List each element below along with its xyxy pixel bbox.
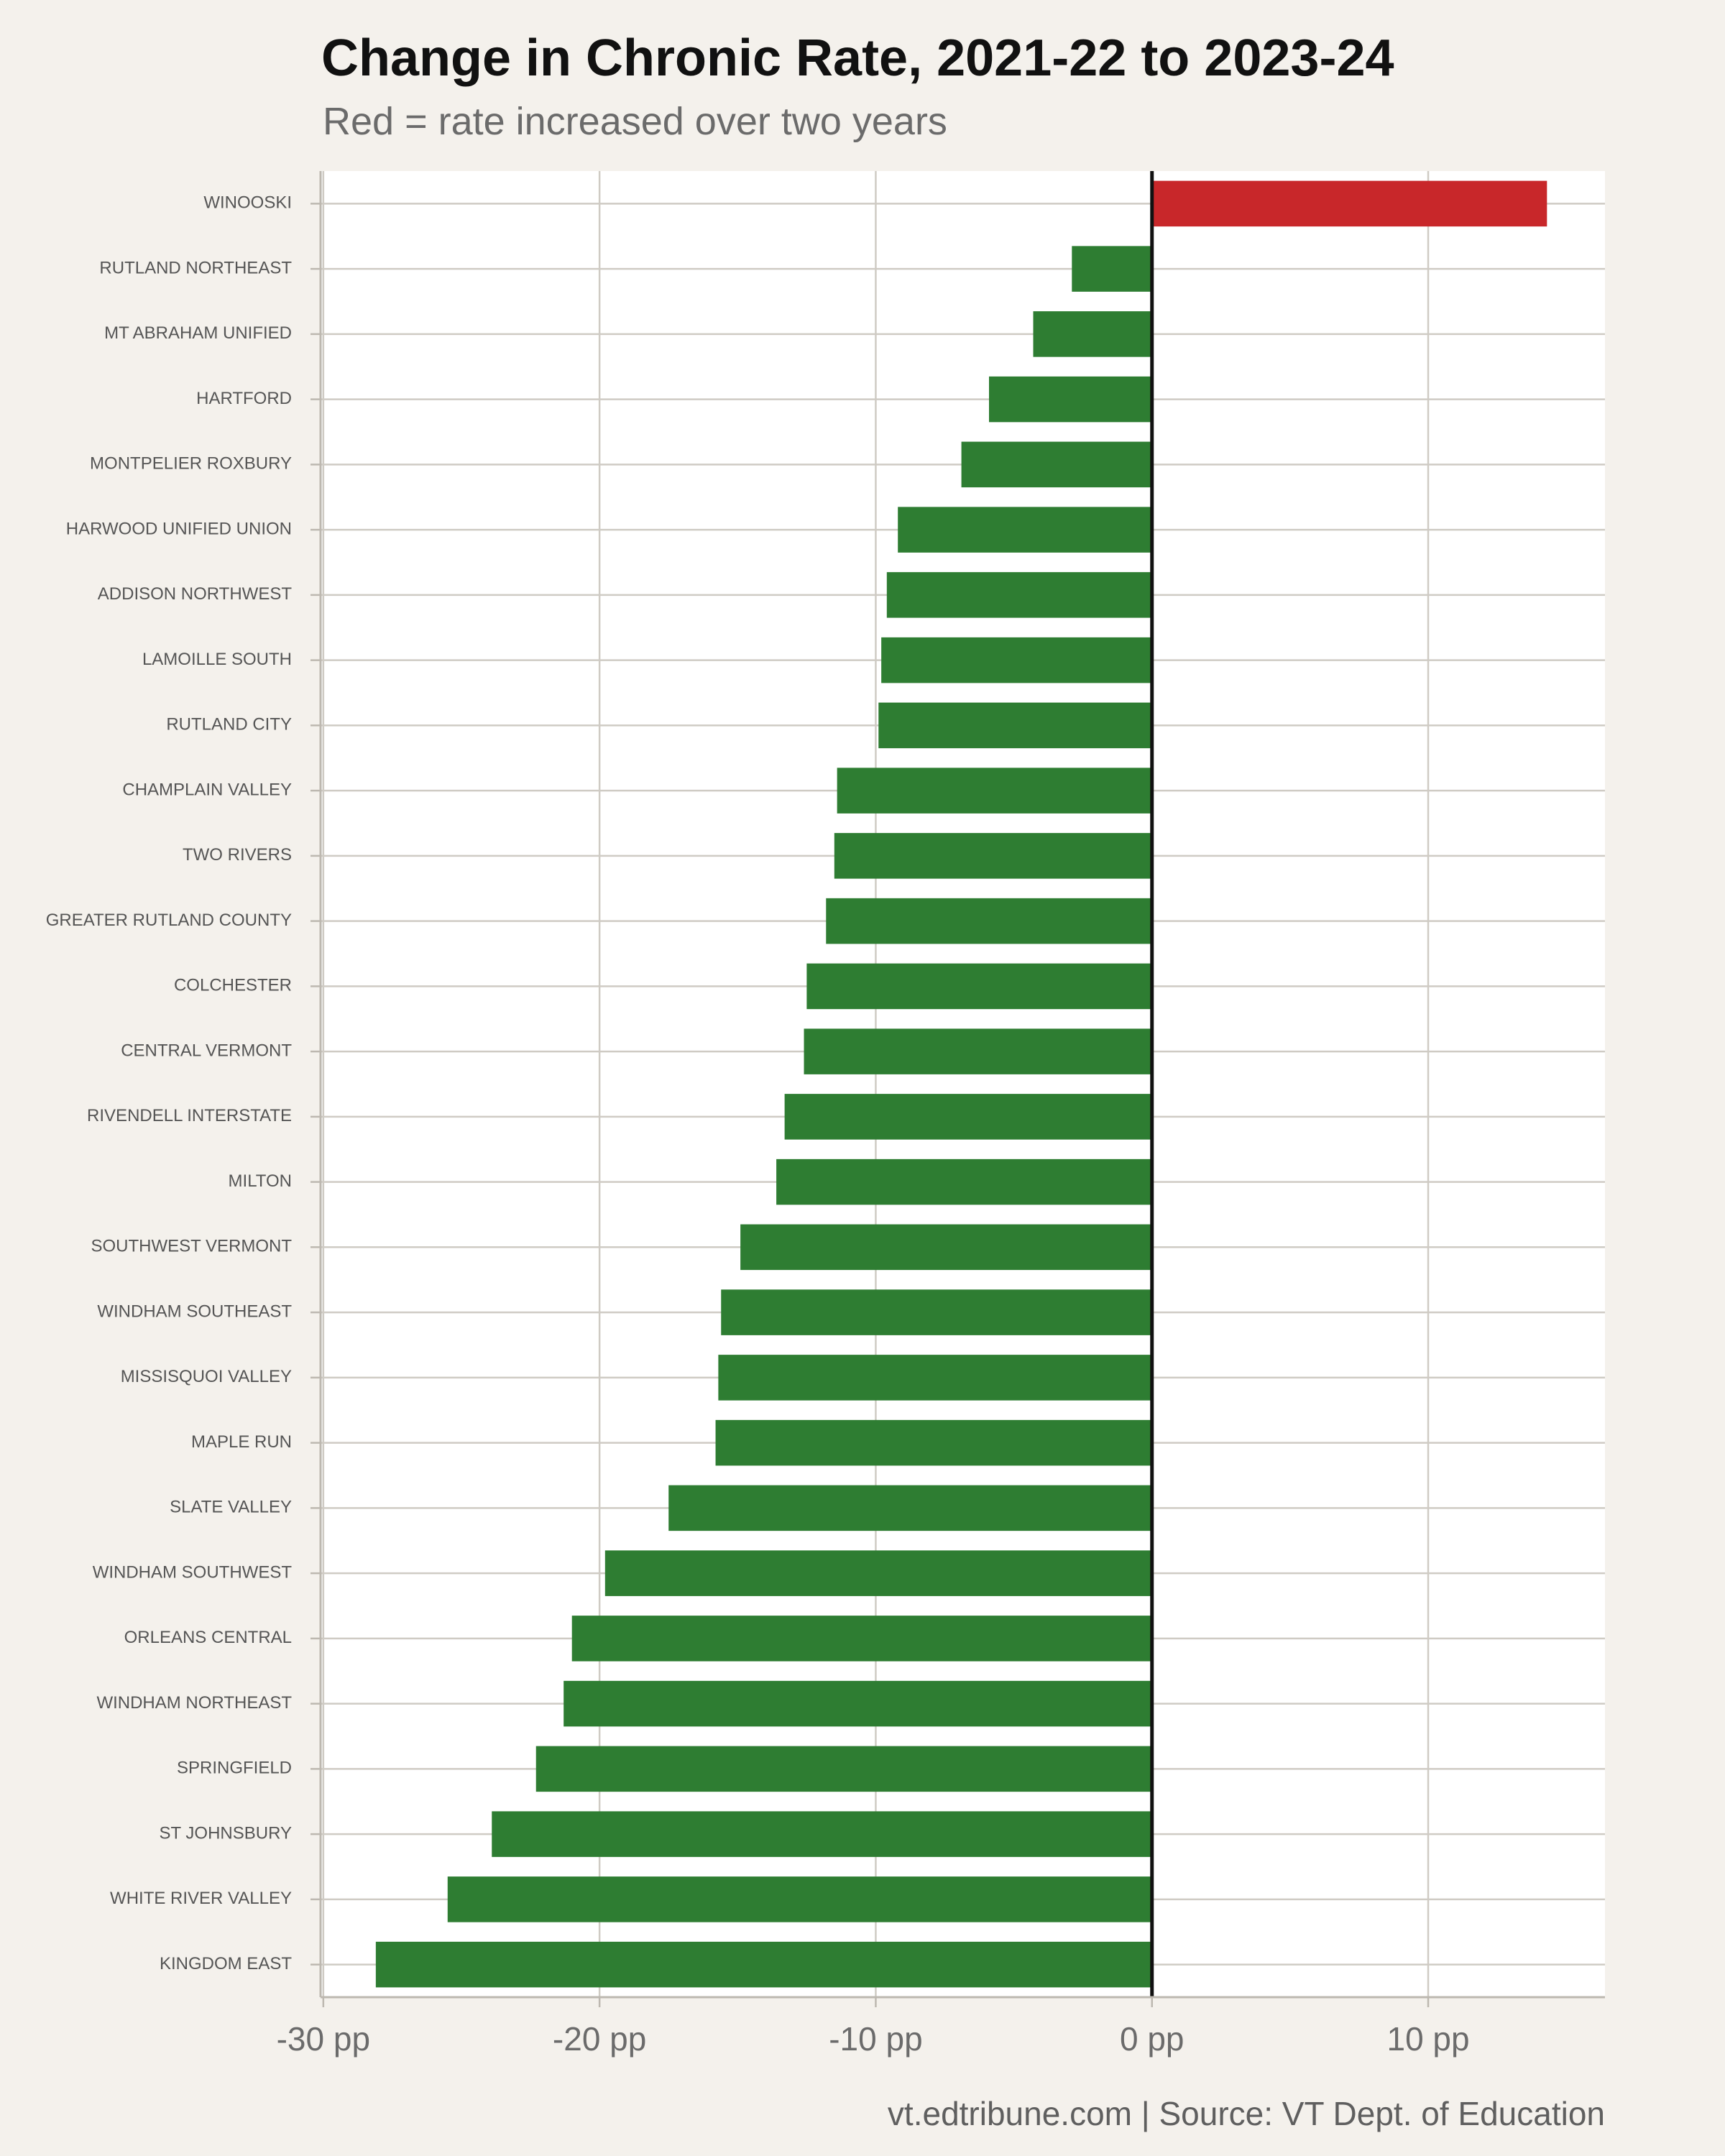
category-label: MONTPELIER ROXBURY: [90, 454, 292, 474]
category-label: COLCHESTER: [174, 976, 292, 995]
bar: [806, 963, 1152, 1010]
x-tick-label: -30 pp: [277, 2020, 370, 2058]
x-tick-labels: -30 pp -20 pp -10 pp 0 pp 10 pp: [277, 2020, 1470, 2058]
category-label: WINDHAM SOUTHEAST: [97, 1302, 292, 1321]
bar: [668, 1485, 1152, 1531]
category-label: HARWOOD UNIFIED UNION: [66, 519, 292, 538]
category-label: MT ABRAHAM UNIFIED: [104, 323, 292, 343]
category-label: HARTFORD: [196, 389, 292, 408]
bar: [721, 1289, 1152, 1335]
category-labels: WINOOSKI RUTLAND NORTHEAST MT ABRAHAM UNIF…: [46, 193, 293, 1973]
bar: [1072, 246, 1152, 292]
bar: [564, 1680, 1152, 1727]
bar: [834, 833, 1152, 879]
bar: [961, 441, 1152, 488]
category-label: SOUTHWEST VERMONT: [91, 1237, 292, 1256]
category-label: WHITE RIVER VALLEY: [110, 1889, 292, 1908]
category-label: SLATE VALLEY: [170, 1498, 292, 1517]
category-label: RIVENDELL INTERSTATE: [87, 1106, 292, 1125]
bar: [898, 507, 1152, 553]
bar: [492, 1811, 1152, 1857]
x-tick-label: -20 pp: [553, 2020, 646, 2058]
category-label: CHAMPLAIN VALLEY: [122, 780, 292, 799]
x-tick-label: -10 pp: [829, 2020, 922, 2058]
category-label: LAMOILLE SOUTH: [142, 650, 292, 669]
category-label: RUTLAND CITY: [166, 715, 292, 734]
x-tick-label: 10 pp: [1386, 2020, 1469, 2058]
category-label: KINGDOM EAST: [160, 1954, 292, 1973]
category-label: WINDHAM NORTHEAST: [96, 1693, 292, 1713]
bar: [715, 1419, 1152, 1466]
bar: [1033, 311, 1152, 357]
category-label: CENTRAL VERMONT: [121, 1041, 292, 1060]
axes: [310, 171, 1605, 2007]
chart-subtitle: Red = rate increased over two years: [323, 100, 947, 143]
bar: [776, 1158, 1152, 1205]
category-label: MISSISQUOI VALLEY: [121, 1367, 292, 1386]
category-label: RUTLAND NORTHEAST: [99, 258, 292, 277]
bar: [447, 1876, 1152, 1922]
category-label: MAPLE RUN: [191, 1432, 292, 1452]
category-label: ORLEANS CENTRAL: [124, 1628, 292, 1647]
bar: [535, 1746, 1152, 1792]
category-label: SPRINGFIELD: [177, 1759, 292, 1778]
chart-caption: vt.edtribune.com | Source: VT Dept. of E…: [887, 2095, 1605, 2132]
x-tick-label: 0 pp: [1120, 2020, 1184, 2058]
bar: [604, 1550, 1152, 1596]
category-label: ADDISON NORTHWEST: [98, 584, 293, 604]
category-label: GREATER RUTLAND COUNTY: [46, 911, 292, 930]
bar: [886, 572, 1152, 618]
category-label: WINDHAM SOUTHWEST: [93, 1562, 293, 1582]
bar: [571, 1616, 1152, 1662]
bar: [826, 898, 1152, 944]
bar: [989, 376, 1152, 423]
bar: [740, 1224, 1152, 1271]
bar: [804, 1028, 1152, 1074]
category-label: MILTON: [229, 1171, 292, 1191]
bar: [1151, 180, 1547, 227]
chart-title: Change in Chronic Rate, 2021-22 to 2023-…: [321, 29, 1394, 87]
bars: [375, 180, 1547, 1988]
category-label: WINOOSKI: [203, 193, 292, 213]
category-label: TWO RIVERS: [183, 845, 292, 865]
bar: [375, 1941, 1152, 1988]
bar: [878, 702, 1152, 749]
bar: [881, 637, 1152, 683]
bar: [784, 1094, 1152, 1140]
category-label: ST JOHNSBURY: [160, 1823, 293, 1843]
bar: [718, 1355, 1152, 1401]
bar: [837, 768, 1152, 814]
